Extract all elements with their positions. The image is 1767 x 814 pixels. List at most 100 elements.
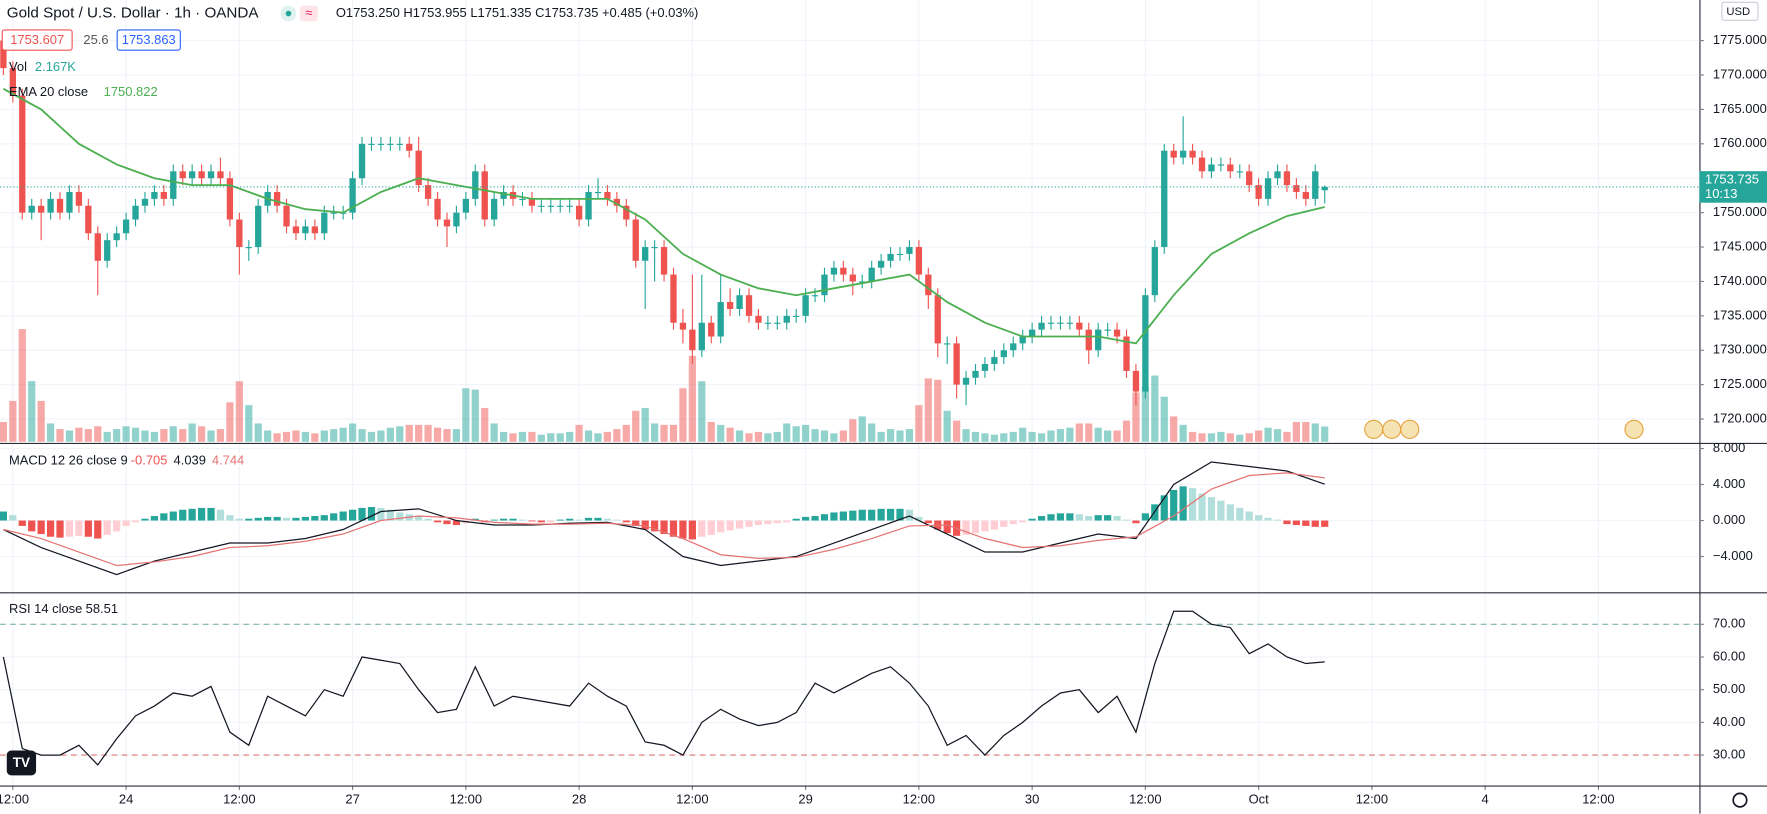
macd-histogram-bar: [386, 509, 394, 521]
candle-body: [443, 219, 451, 227]
candle-body: [1066, 322, 1074, 324]
volume-bar: [792, 426, 800, 442]
macd-histogram-bar: [547, 520, 555, 523]
macd-histogram-bar: [820, 514, 829, 521]
y-tick-label: 1740.000: [1713, 273, 1767, 288]
macd-histogram-bar: [528, 520, 536, 522]
volume-bar: [1151, 375, 1159, 442]
volume-bar: [915, 405, 923, 442]
macd-histogram-bar: [1113, 516, 1121, 521]
macd-histogram-bar: [311, 516, 319, 521]
candle-body: [1274, 171, 1281, 179]
candle-body: [85, 205, 92, 234]
y-tick-label: 40.00: [1713, 714, 1745, 729]
currency: USD: [1726, 6, 1750, 18]
volume-bar: [1217, 431, 1225, 442]
data-icon[interactable]: [299, 5, 318, 22]
candle-body: [56, 198, 64, 213]
candle-body: [651, 247, 658, 249]
volume-bar: [141, 430, 149, 442]
volume-bar: [339, 427, 347, 442]
event-icon[interactable]: [1382, 419, 1402, 439]
macd-histogram-bar: [1037, 516, 1046, 521]
macd-histogram-bar: [1122, 519, 1131, 521]
settings-button[interactable]: [1732, 792, 1748, 808]
spread: 25.6: [83, 32, 108, 47]
volume-bar: [94, 426, 102, 442]
macd-histogram-bar: [603, 518, 612, 521]
volume-bar: [839, 430, 847, 442]
volume-bar: [150, 431, 159, 442]
volume-bar: [575, 424, 583, 442]
candle-body: [311, 226, 319, 234]
volume-bar: [811, 429, 819, 442]
macd-histogram-bar: [594, 517, 602, 521]
logo[interactable]: [6, 750, 37, 776]
volume-bar: [632, 410, 640, 442]
y-tick-label: 1730.000: [1713, 342, 1767, 357]
ask-box[interactable]: [116, 29, 181, 51]
volume-bar: [1179, 424, 1187, 442]
candle-body: [415, 150, 422, 186]
candle-body: [887, 253, 894, 261]
candle-body: [160, 191, 167, 199]
event-icon[interactable]: [1624, 419, 1644, 439]
candle-body: [377, 143, 385, 145]
x-tick-label: 12:00: [450, 792, 482, 807]
volume-bar: [282, 431, 291, 442]
event-icon[interactable]: [1400, 419, 1420, 439]
macd-histogram-bar: [698, 520, 706, 537]
currency-button[interactable]: [1721, 1, 1759, 21]
volume-bar: [216, 429, 225, 442]
volume-bar: [169, 426, 177, 442]
volume-bar: [905, 429, 914, 442]
candle-body: [736, 295, 743, 309]
macd-histogram-bar: [282, 517, 291, 521]
volume-bar: [1028, 431, 1036, 442]
y-tick-label: 4.000: [1713, 476, 1745, 491]
candle-body: [179, 171, 186, 179]
bid-box[interactable]: [1, 29, 73, 51]
volume-bar: [735, 430, 744, 442]
candle-body: [236, 219, 243, 248]
volume-bar: [1104, 430, 1112, 442]
macd-histogram-bar: [452, 520, 461, 526]
volume-bar: [603, 431, 612, 442]
volume-bar: [1236, 434, 1244, 442]
candle-body: [1208, 164, 1215, 172]
ask-price: 1753.863: [122, 32, 176, 47]
y-tick-label: 1735.000: [1713, 307, 1767, 322]
event-icon[interactable]: [1364, 419, 1384, 439]
macd-histogram-bar: [632, 520, 640, 526]
volume-bar: [594, 433, 602, 442]
macd-histogram-bar: [537, 520, 545, 523]
macd-histogram-bar: [348, 509, 357, 521]
volume-bar: [802, 424, 810, 442]
volume-bar: [245, 405, 253, 442]
candle-body: [1104, 329, 1111, 331]
macd-histogram-bar: [131, 520, 140, 523]
volume-bar: [1226, 433, 1234, 442]
candle-body: [1198, 157, 1206, 172]
volume-bar: [820, 430, 829, 442]
macd-histogram-bar: [868, 509, 876, 521]
macd-histogram-bar: [745, 520, 753, 527]
x-tick-label: 28: [572, 792, 586, 807]
volume-bar: [726, 427, 734, 442]
y-tick-label: 60.00: [1713, 648, 1745, 663]
candle-body: [840, 267, 847, 275]
macd-histogram-bar: [971, 520, 980, 534]
candle-body: [283, 205, 290, 227]
candle-body: [1217, 164, 1225, 166]
macd-signal-value: 4.744: [212, 452, 244, 467]
macd-histogram-bar: [1236, 507, 1244, 521]
macd-histogram-bar: [1255, 515, 1263, 521]
volume-bar: [1302, 422, 1310, 442]
volume-bar: [1264, 427, 1272, 442]
symbol-title[interactable]: Gold Spot / U.S. Dollar · 1h · OANDA: [7, 5, 260, 22]
candle-body: [1123, 336, 1130, 371]
volume-bar: [1321, 426, 1329, 442]
volume-bar: [660, 424, 668, 442]
volume-bar: [1122, 420, 1131, 442]
data-icon-glyph: ≈: [305, 5, 312, 20]
